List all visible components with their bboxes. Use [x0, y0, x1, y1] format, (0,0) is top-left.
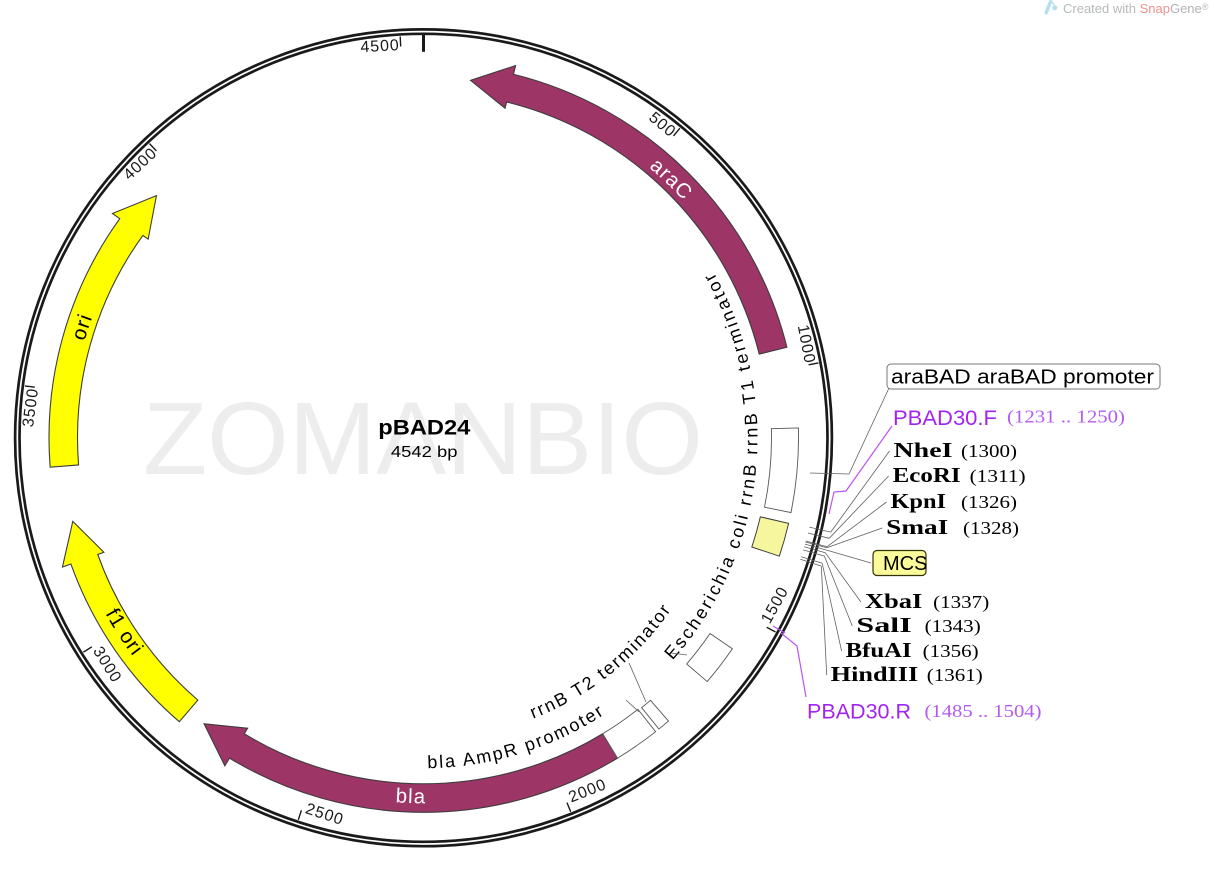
svg-text:MCS: MCS: [883, 553, 927, 575]
svg-text:(1343): (1343): [925, 616, 981, 636]
svg-text:PBAD30.R: PBAD30.R: [807, 701, 911, 724]
svg-text:HindIII: HindIII: [831, 662, 919, 686]
svg-text:4542 bp: 4542 bp: [391, 444, 458, 461]
svg-text:SalI: SalI: [856, 613, 912, 637]
svg-text:KpnI: KpnI: [891, 489, 947, 513]
svg-text:3500: 3500: [20, 387, 42, 428]
svg-text:EcoRI: EcoRI: [893, 463, 961, 487]
svg-text:XbaI: XbaI: [865, 589, 923, 613]
svg-text:araBAD araBAD promoter: araBAD araBAD promoter: [891, 367, 1154, 389]
svg-text:4500: 4500: [360, 37, 400, 56]
svg-text:1000: 1000: [794, 323, 818, 365]
svg-text:(1361): (1361): [927, 665, 983, 685]
svg-text:(1337): (1337): [933, 592, 989, 612]
svg-text:pBAD24: pBAD24: [378, 417, 470, 440]
svg-text:bla: bla: [395, 784, 426, 808]
svg-text:(1485 .. 1504): (1485 .. 1504): [925, 701, 1042, 722]
svg-text:(1328): (1328): [963, 518, 1019, 538]
svg-text:ZOMANBIO: ZOMANBIO: [143, 381, 703, 496]
svg-text:(1300): (1300): [961, 441, 1017, 461]
svg-text:(1311): (1311): [970, 466, 1026, 486]
svg-text:PBAD30.F: PBAD30.F: [893, 407, 997, 430]
svg-text:SmaI: SmaI: [886, 515, 948, 539]
svg-text:(1356): (1356): [923, 641, 979, 661]
svg-text:NheI: NheI: [894, 438, 953, 462]
svg-text:(1326): (1326): [961, 492, 1017, 512]
svg-text:Created with SnapGene®: Created with SnapGene®: [1063, 1, 1209, 16]
svg-text:BfuAI: BfuAI: [846, 638, 912, 662]
svg-text:(1231 .. 1250): (1231 .. 1250): [1007, 407, 1125, 428]
